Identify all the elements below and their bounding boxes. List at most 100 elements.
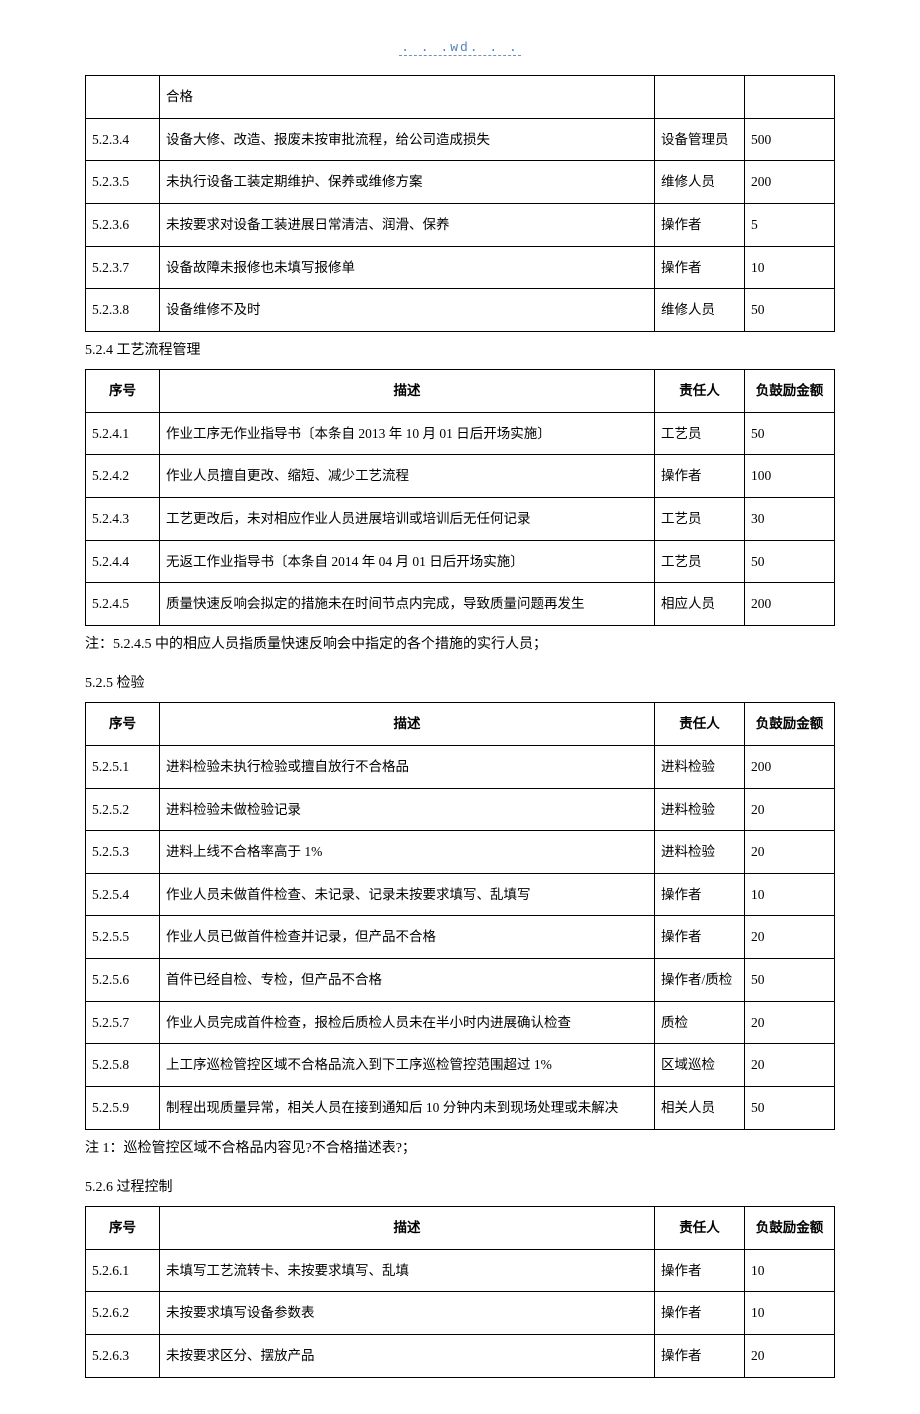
- cell-seq: 5.2.3.6: [86, 203, 160, 246]
- table-row: 5.2.3.5未执行设备工装定期维护、保养或维修方案维修人员200: [86, 161, 835, 204]
- col-amt-header: 负鼓励金额: [745, 1207, 835, 1250]
- cell-seq: 5.2.4.4: [86, 540, 160, 583]
- cell-seq: 5.2.5.1: [86, 745, 160, 788]
- table-row: 5.2.6.1未填写工艺流转卡、未按要求填写、乱填操作者10: [86, 1249, 835, 1292]
- cell-amt: 50: [745, 412, 835, 455]
- cell-resp: 操作者: [655, 873, 745, 916]
- section-title-524: 5.2.4 工艺流程管理: [85, 338, 835, 363]
- cell-seq: 5.2.4.5: [86, 583, 160, 626]
- cell-seq: 5.2.5.7: [86, 1001, 160, 1044]
- cell-resp: 操作者: [655, 246, 745, 289]
- table-row: 5.2.5.1进料检验未执行检验或擅自放行不合格品进料检验200: [86, 745, 835, 788]
- cell-amt: 500: [745, 118, 835, 161]
- cell-desc: 进料检验未执行检验或擅自放行不合格品: [160, 745, 655, 788]
- cell-seq: 5.2.4.1: [86, 412, 160, 455]
- cell-desc: 上工序巡检管控区域不合格品流入到下工序巡检管控范围超过 1%: [160, 1044, 655, 1087]
- cell-desc: 设备维修不及时: [160, 289, 655, 332]
- cell-amt: 20: [745, 1001, 835, 1044]
- col-amt-header: 负鼓励金额: [745, 370, 835, 413]
- cell-desc: 作业人员未做首件检查、未记录、记录未按要求填写、乱填写: [160, 873, 655, 916]
- cell-resp: 维修人员: [655, 161, 745, 204]
- table-row: 5.2.5.5作业人员已做首件检查并记录，但产品不合格操作者20: [86, 916, 835, 959]
- cell-seq: 5.2.6.1: [86, 1249, 160, 1292]
- cell-desc: 制程出现质量异常，相关人员在接到通知后 10 分钟内未到现场处理或未解决: [160, 1087, 655, 1130]
- cell-desc: 设备故障未报修也未填写报修单: [160, 246, 655, 289]
- cell-desc: 未按要求对设备工装进展日常清洁、润滑、保养: [160, 203, 655, 246]
- col-resp-header: 责任人: [655, 370, 745, 413]
- table-row: 5.2.5.7作业人员完成首件检查，报检后质检人员未在半小时内进展确认检查质检2…: [86, 1001, 835, 1044]
- cell-amt: 10: [745, 1249, 835, 1292]
- cell-resp: 操作者: [655, 1249, 745, 1292]
- table-row: 5.2.3.7设备故障未报修也未填写报修单操作者10: [86, 246, 835, 289]
- cell-desc: 作业人员擅自更改、缩短、减少工艺流程: [160, 455, 655, 498]
- cell-seq: 5.2.5.4: [86, 873, 160, 916]
- table-row: 5.2.4.3工艺更改后，未对相应作业人员进展培训或培训后无任何记录工艺员30: [86, 497, 835, 540]
- table-row: 5.2.6.2未按要求填写设备参数表操作者10: [86, 1292, 835, 1335]
- cell-desc: 工艺更改后，未对相应作业人员进展培训或培训后无任何记录: [160, 497, 655, 540]
- cell-amt: 100: [745, 455, 835, 498]
- col-seq-header: 序号: [86, 370, 160, 413]
- col-seq-header: 序号: [86, 1207, 160, 1250]
- cell-amt: 20: [745, 831, 835, 874]
- cell-resp: 质检: [655, 1001, 745, 1044]
- table-header-row: 序号 描述 责任人 负鼓励金额: [86, 1207, 835, 1250]
- cell-amt: 50: [745, 289, 835, 332]
- cell-amt: 10: [745, 873, 835, 916]
- table-row: 5.2.5.3进料上线不合格率高于 1%进料检验20: [86, 831, 835, 874]
- cell-seq: 5.2.5.8: [86, 1044, 160, 1087]
- note-524: 注：5.2.4.5 中的相应人员指质量快速反响会中指定的各个措施的实行人员；: [85, 632, 835, 657]
- cell-resp: 维修人员: [655, 289, 745, 332]
- cell-resp: 工艺员: [655, 497, 745, 540]
- cell-amt: [745, 76, 835, 119]
- section-title-525: 5.2.5 检验: [85, 671, 835, 696]
- cell-desc: 设备大修、改造、报废未按审批流程，给公司造成损失: [160, 118, 655, 161]
- cell-seq: 5.2.5.3: [86, 831, 160, 874]
- table-row: 5.2.3.4设备大修、改造、报废未按审批流程，给公司造成损失设备管理员500: [86, 118, 835, 161]
- cell-seq: 5.2.3.5: [86, 161, 160, 204]
- table-row: 5.2.4.5质量快速反响会拟定的措施未在时间节点内完成，导致质量问题再发生相应…: [86, 583, 835, 626]
- col-desc-header: 描述: [160, 703, 655, 746]
- cell-desc: 未填写工艺流转卡、未按要求填写、乱填: [160, 1249, 655, 1292]
- cell-desc: 质量快速反响会拟定的措施未在时间节点内完成，导致质量问题再发生: [160, 583, 655, 626]
- cell-resp: 进料检验: [655, 745, 745, 788]
- cell-seq: 5.2.3.4: [86, 118, 160, 161]
- col-amt-header: 负鼓励金额: [745, 703, 835, 746]
- cell-seq: 5.2.4.3: [86, 497, 160, 540]
- header-wd-text: . . .wd. . .: [399, 40, 521, 56]
- cell-desc: 首件已经自检、专检，但产品不合格: [160, 959, 655, 1002]
- table-header-row: 序号 描述 责任人 负鼓励金额: [86, 703, 835, 746]
- cell-resp: 操作者: [655, 1334, 745, 1377]
- cell-seq: [86, 76, 160, 119]
- cell-amt: 10: [745, 1292, 835, 1335]
- table-row: 5.2.4.4无返工作业指导书〔本条自 2014 年 04 月 01 日后开场实…: [86, 540, 835, 583]
- cell-resp: 相应人员: [655, 583, 745, 626]
- cell-resp: 进料检验: [655, 831, 745, 874]
- table-row: 5.2.6.3未按要求区分、摆放产品操作者20: [86, 1334, 835, 1377]
- cell-amt: 20: [745, 1334, 835, 1377]
- cell-desc: 无返工作业指导书〔本条自 2014 年 04 月 01 日后开场实施〕: [160, 540, 655, 583]
- note-525: 注 1：巡检管控区域不合格品内容见?不合格描述表?；: [85, 1136, 835, 1161]
- cell-resp: 相关人员: [655, 1087, 745, 1130]
- cell-amt: 30: [745, 497, 835, 540]
- table-row: 5.2.3.8设备维修不及时维修人员50: [86, 289, 835, 332]
- cell-resp: 操作者: [655, 455, 745, 498]
- cell-desc: 未按要求填写设备参数表: [160, 1292, 655, 1335]
- table-row: 5.2.4.1作业工序无作业指导书〔本条自 2013 年 10 月 01 日后开…: [86, 412, 835, 455]
- cell-desc: 合格: [160, 76, 655, 119]
- cell-resp: 工艺员: [655, 540, 745, 583]
- table-5-2-3-cont: 合格5.2.3.4设备大修、改造、报废未按审批流程，给公司造成损失设备管理员50…: [85, 75, 835, 332]
- table-header-row: 序号 描述 责任人 负鼓励金额: [86, 370, 835, 413]
- cell-amt: 20: [745, 916, 835, 959]
- cell-seq: 5.2.5.6: [86, 959, 160, 1002]
- col-resp-header: 责任人: [655, 703, 745, 746]
- cell-resp: 设备管理员: [655, 118, 745, 161]
- cell-amt: 10: [745, 246, 835, 289]
- cell-seq: 5.2.5.9: [86, 1087, 160, 1130]
- cell-desc: 未按要求区分、摆放产品: [160, 1334, 655, 1377]
- table-5-2-4: 序号 描述 责任人 负鼓励金额 5.2.4.1作业工序无作业指导书〔本条自 20…: [85, 369, 835, 626]
- col-desc-header: 描述: [160, 370, 655, 413]
- cell-amt: 20: [745, 1044, 835, 1087]
- table-row: 5.2.5.6首件已经自检、专检，但产品不合格操作者/质检50: [86, 959, 835, 1002]
- cell-amt: 50: [745, 1087, 835, 1130]
- col-seq-header: 序号: [86, 703, 160, 746]
